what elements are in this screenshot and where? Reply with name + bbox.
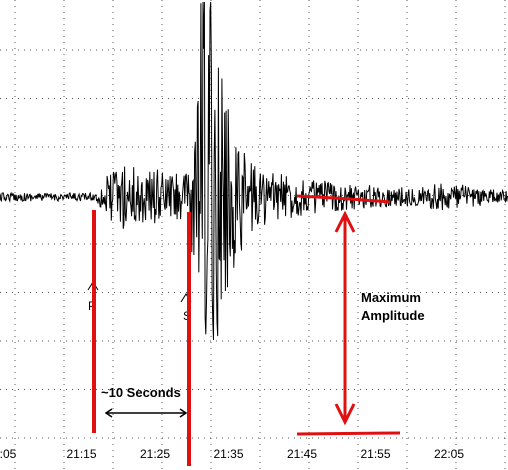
arrow-head bbox=[334, 403, 356, 426]
x-tick-label: 21:15 bbox=[66, 447, 96, 461]
base-line bbox=[296, 431, 401, 436]
x-tick-label: :05 bbox=[0, 447, 17, 461]
arrow-head bbox=[334, 210, 356, 233]
interval-label: ~10 Seconds bbox=[101, 385, 181, 400]
x-tick-label: 21:55 bbox=[360, 447, 390, 461]
x-tick-label: 21:35 bbox=[213, 447, 243, 461]
x-tick-label: 21:25 bbox=[140, 447, 170, 461]
x-tick-label: 21:45 bbox=[287, 447, 317, 461]
amplitude-label: Amplitude bbox=[361, 308, 425, 323]
waveform bbox=[0, 1, 508, 341]
x-tick-label: 22:05 bbox=[434, 447, 464, 461]
arrow-head bbox=[104, 408, 188, 418]
amplitude-label: Maximum bbox=[361, 290, 421, 305]
peak-line bbox=[296, 194, 391, 204]
